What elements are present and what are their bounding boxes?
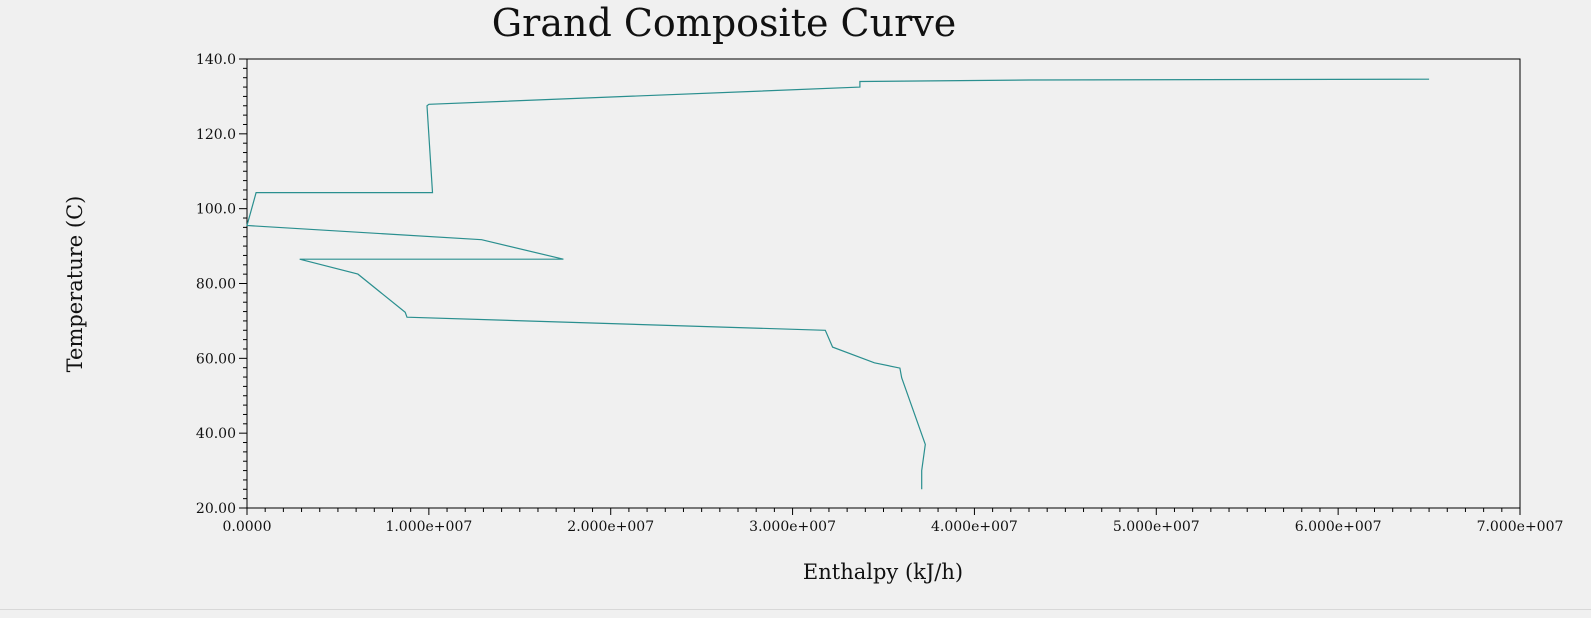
series-line bbox=[246, 78, 1430, 490]
x-tick-label: 3.000e+007 bbox=[749, 519, 836, 535]
y-tick-label: 100.0 bbox=[196, 202, 236, 218]
y-axis-label: Temperature (C) bbox=[63, 196, 87, 373]
y-tick-label: 120.0 bbox=[196, 127, 236, 143]
x-tick-label: 5.000e+007 bbox=[1113, 519, 1200, 535]
plot-area bbox=[246, 58, 1521, 509]
x-tick-label: 0.0000 bbox=[223, 519, 272, 535]
series-layer bbox=[246, 78, 1430, 490]
x-axis-label: Enthalpy (kJ/h) bbox=[803, 560, 963, 584]
y-tick-label: 60.00 bbox=[196, 351, 236, 367]
y-axis: 20.00 40.00 60.00 80.00 100.0 120.0 140.0 bbox=[196, 52, 247, 517]
x-tick-label: 7.000e+007 bbox=[1477, 519, 1564, 535]
y-tick-label: 20.00 bbox=[196, 501, 236, 517]
y-tick-label: 80.00 bbox=[196, 277, 236, 293]
x-tick-label: 2.000e+007 bbox=[567, 519, 654, 535]
y-tick-label: 40.00 bbox=[196, 426, 236, 442]
x-tick-label: 6.000e+007 bbox=[1295, 519, 1382, 535]
x-tick-label: 1.000e+007 bbox=[385, 519, 472, 535]
y-tick-label: 140.0 bbox=[196, 52, 236, 68]
x-axis: 0.0000 1.000e+007 2.000e+007 3.000e+007 4.00… bbox=[223, 508, 1564, 535]
chart-title: Grand Composite Curve bbox=[492, 1, 956, 45]
x-tick-label: 4.000e+007 bbox=[931, 519, 1018, 535]
window-bottom-edge bbox=[0, 609, 1591, 610]
